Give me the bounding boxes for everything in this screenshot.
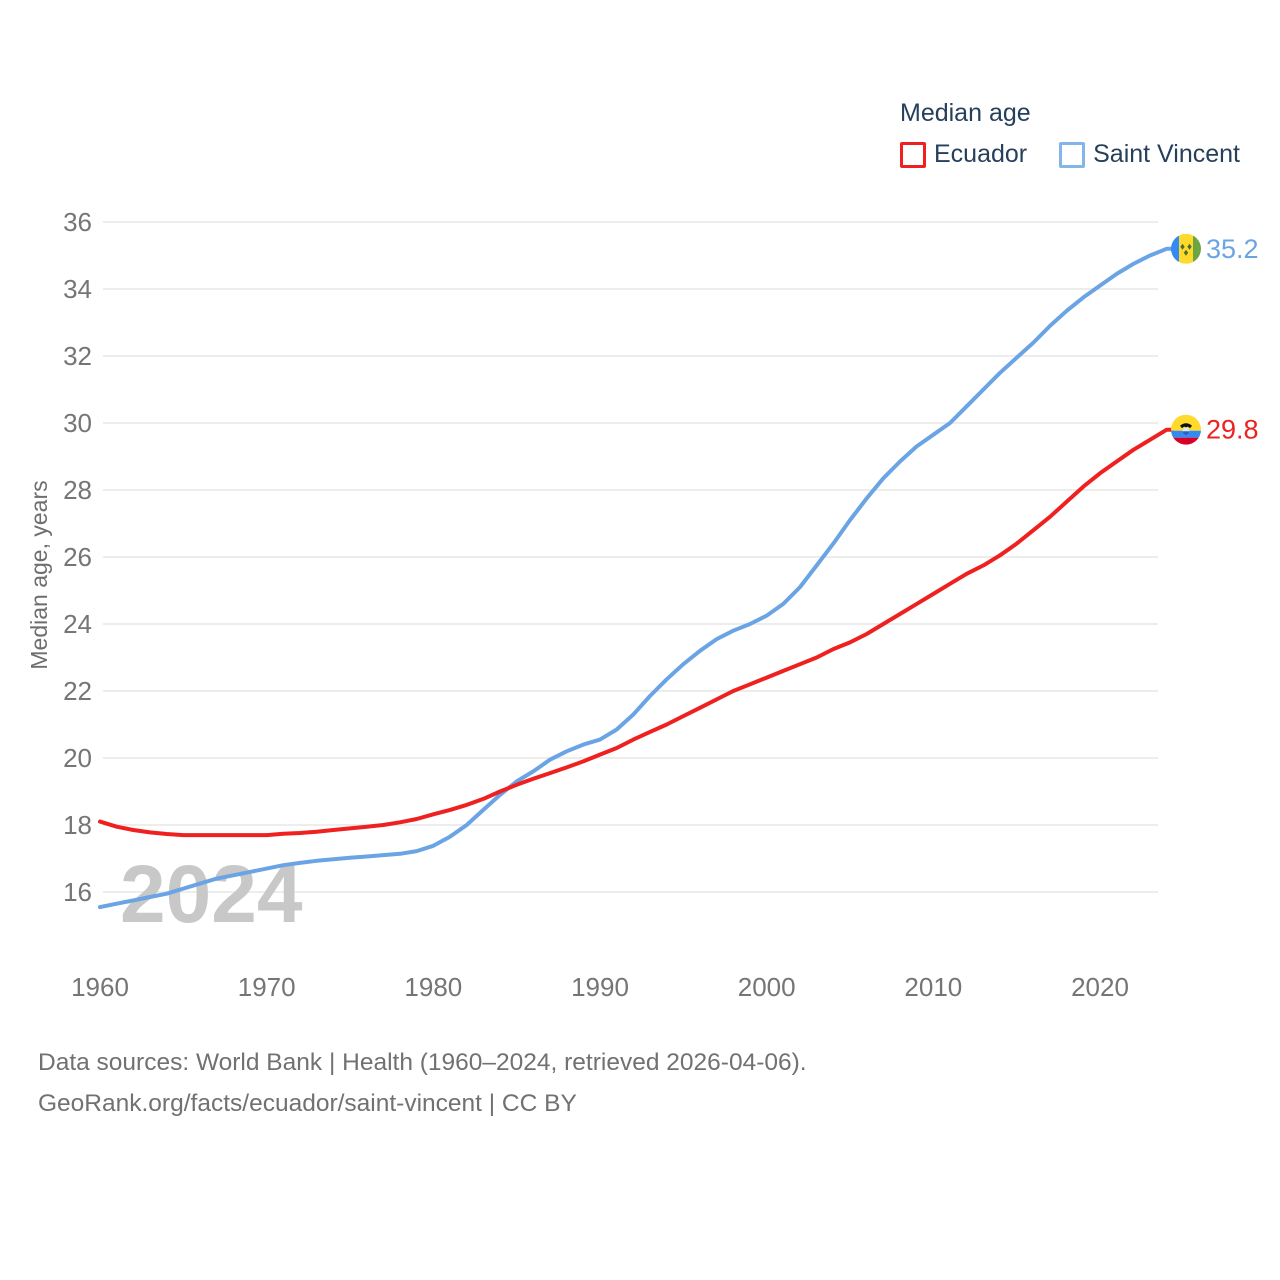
ecuador-series-swatch <box>900 141 926 168</box>
y-axis-tick-labels: 16 18 20 22 24 26 28 30 32 34 36 <box>63 207 92 907</box>
legend-item-saint-vincent[interactable]: Saint Vincent <box>1059 140 1240 169</box>
gridlines <box>103 221 1158 893</box>
y-tick-label: 24 <box>63 609 92 639</box>
attribution-line: GeoRank.org/facts/ecuador/saint-vincent … <box>38 1090 577 1117</box>
y-tick-label: 16 <box>63 877 92 907</box>
x-tick-label: 2010 <box>904 972 962 1002</box>
legend-item-ecuador[interactable]: Ecuador <box>900 140 1027 169</box>
y-axis-title: Median age, years <box>26 480 52 669</box>
x-axis-tick-labels: 1960 1970 1980 1990 2000 2010 2020 <box>71 972 1129 1002</box>
saint-vincent-series-swatch <box>1059 141 1086 168</box>
median-age-line-chart: 2024 16 18 20 22 24 26 28 30 32 34 36 1960 1970 1980… <box>26 207 1259 1002</box>
x-tick-label: 1960 <box>71 972 129 1002</box>
y-tick-label: 22 <box>63 676 92 706</box>
watermark-year: 2024 <box>120 849 303 940</box>
legend-item-saint-vincent-label: Saint Vincent <box>1093 140 1240 168</box>
saint-vincent-flag-icon <box>1171 233 1201 264</box>
y-tick-label: 18 <box>63 810 92 840</box>
y-tick-label: 30 <box>63 408 92 438</box>
legend-title: Median age <box>900 99 1031 127</box>
series-line-saint-vincent <box>98 246 1174 910</box>
x-tick-label: 1980 <box>404 972 462 1002</box>
series-line-ecuador <box>98 427 1174 838</box>
y-tick-label: 26 <box>63 542 92 572</box>
series-lines <box>98 246 1174 910</box>
footer: Data sources: World Bank | Health (1960–… <box>38 1042 807 1124</box>
x-tick-label: 2020 <box>1071 972 1129 1002</box>
saint-vincent-end-value-label: 35.2 <box>1206 234 1259 264</box>
y-tick-label: 36 <box>63 207 92 237</box>
y-tick-label: 20 <box>63 743 92 773</box>
x-tick-label: 1990 <box>571 972 629 1002</box>
chart-legend: Median age Ecuador Saint Vincent <box>900 99 1240 169</box>
ecuador-flag-icon <box>1171 414 1201 445</box>
x-tick-label: 1970 <box>238 972 296 1002</box>
ecuador-end-value-label: 29.8 <box>1206 415 1259 445</box>
x-tick-label: 2000 <box>738 972 796 1002</box>
legend-items: Ecuador Saint Vincent <box>900 140 1240 169</box>
y-tick-label: 32 <box>63 341 92 371</box>
y-tick-label: 34 <box>63 274 92 304</box>
legend-item-ecuador-label: Ecuador <box>934 140 1028 168</box>
y-tick-label: 28 <box>63 475 92 505</box>
data-sources-line: Data sources: World Bank | Health (1960–… <box>38 1049 807 1076</box>
